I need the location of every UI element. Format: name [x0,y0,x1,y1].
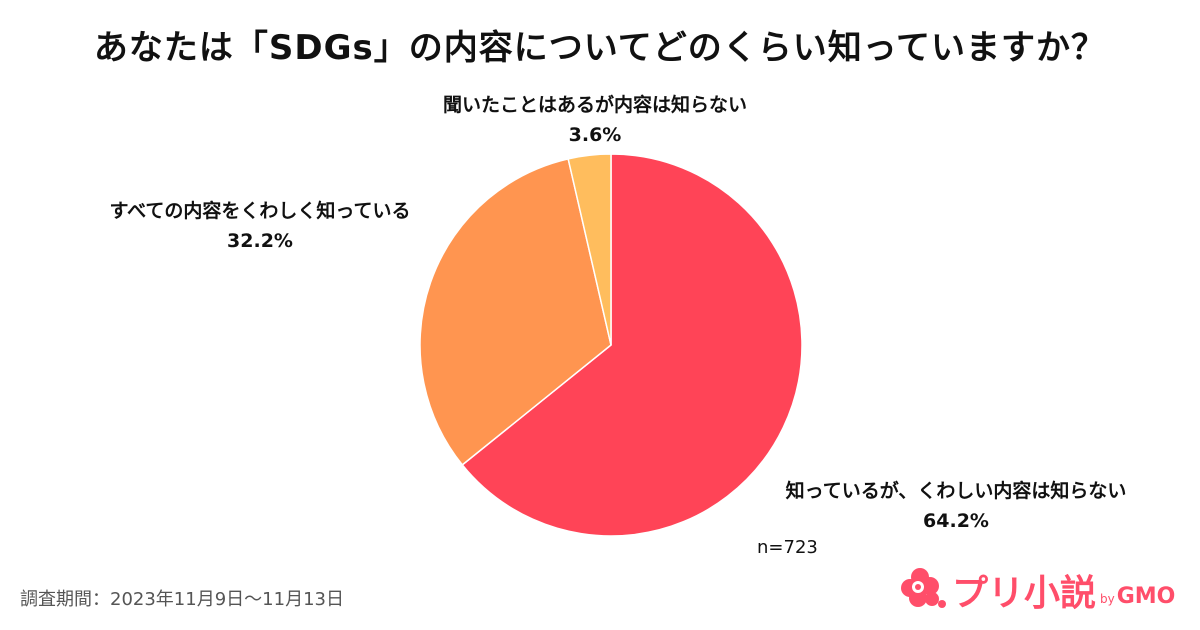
survey-period: 調査期間：2023年11月9日〜11月13日 [20,589,344,610]
slice-label-red: 知っているが、くわしい内容は知らない 64.2% [736,476,1176,536]
brand-logo: プリ小説 byGMO [900,566,1190,614]
slice-label-orange: すべての内容をくわしく知っている 32.2% [60,196,460,256]
slice-label-value: 32.2% [227,230,293,252]
logo-name: プリ小説 [952,573,1097,614]
logo-by: by [1100,592,1115,606]
flower-logo-icon [901,568,946,608]
pie-slice-2 [567,153,612,346]
logo-company: byGMO [1100,584,1175,609]
chart-title: あなたは「SDGs」の内容についてどのくらい知っていますか？ [93,28,1107,68]
pie-slice-0 [461,153,803,537]
slice-label-yellow: 聞いたことはあるが内容は知らない 3.6% [395,90,795,150]
sample-size: n=723 [757,537,818,558]
pie-slice-1 [419,157,612,466]
slice-label-value: 3.6% [568,124,622,146]
logo-company-name: GMO [1116,584,1176,609]
slice-label-text: 知っているが、くわしい内容は知らない [785,480,1127,502]
slice-label-text: 聞いたことはあるが内容は知らない [442,94,747,116]
slice-label-value: 64.2% [923,510,989,532]
slice-label-text: すべての内容をくわしく知っている [109,200,411,222]
